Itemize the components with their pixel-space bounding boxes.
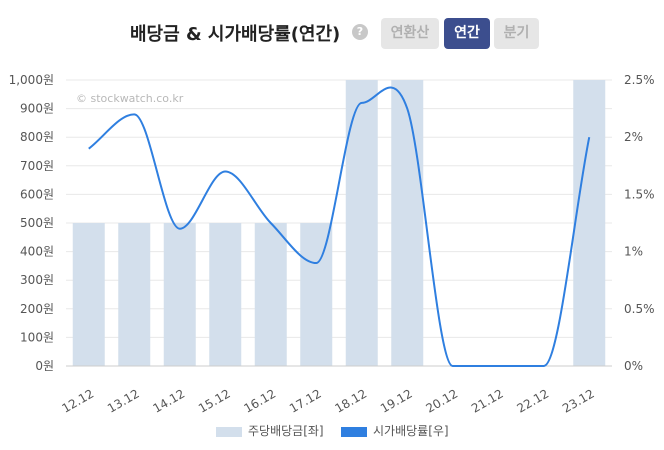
legend-label-yield: 시가배당률[우]	[373, 424, 449, 438]
bar	[118, 223, 151, 366]
help-icon[interactable]: ?	[352, 24, 368, 40]
x-tick-label: 18.12	[332, 386, 369, 415]
x-tick-label: 23.12	[560, 386, 597, 415]
tab-quarterly[interactable]: 분기	[494, 18, 539, 49]
y-left-tick-label: 400원	[20, 245, 54, 259]
y-left-tick-label: 1,000원	[9, 73, 54, 87]
bar	[300, 223, 333, 366]
y-left-tick-label: 0원	[35, 359, 54, 373]
x-tick-label: 20.12	[423, 386, 460, 415]
y-left-tick-label: 700원	[20, 159, 54, 173]
legend-swatch-line	[341, 426, 367, 437]
legend-item-dividend[interactable]: 주당배당금[좌]	[216, 422, 324, 440]
x-tick-label: 13.12	[105, 386, 142, 415]
bar	[72, 223, 105, 366]
tab-annualized[interactable]: 연환산	[381, 18, 439, 49]
bar	[254, 223, 287, 366]
y-left-tick-label: 800원	[20, 130, 54, 144]
x-tick-label: 15.12	[196, 386, 233, 415]
y-right-tick-label: 0.5%	[624, 302, 655, 316]
chart-title: 배당금 & 시가배당률(연간)	[130, 24, 341, 45]
y-left-tick-label: 100원	[20, 330, 54, 344]
y-left-tick-label: 200원	[20, 302, 54, 316]
bar	[345, 80, 378, 366]
y-left-tick-label: 900원	[20, 102, 54, 116]
y-right-tick-label: 2%	[624, 130, 643, 144]
y-left-tick-label: 500원	[20, 216, 54, 230]
watermark: © stockwatch.co.kr	[76, 92, 184, 105]
y-right-tick-label: 1%	[624, 245, 643, 259]
x-tick-label: 14.12	[150, 386, 187, 415]
bar	[573, 80, 606, 366]
legend-item-yield[interactable]: 시가배당률[우]	[341, 422, 449, 440]
x-tick-label: 21.12	[469, 386, 506, 415]
x-tick-label: 12.12	[59, 386, 96, 415]
y-right-tick-label: 2.5%	[624, 73, 655, 87]
y-left-tick-label: 600원	[20, 187, 54, 201]
chart-header: 배당금 & 시가배당률(연간) ? 연환산 연간 분기	[0, 14, 664, 50]
tab-annual[interactable]: 연간	[444, 18, 490, 49]
y-left-tick-label: 300원	[20, 273, 54, 287]
x-tick-label: 22.12	[514, 386, 551, 415]
legend-swatch-bar	[216, 426, 242, 437]
bar	[391, 80, 424, 366]
yield-line	[88, 86, 591, 367]
y-right-tick-label: 1.5%	[624, 187, 655, 201]
x-tick-label: 16.12	[241, 386, 278, 415]
x-tick-label: 19.12	[378, 386, 415, 415]
legend-label-dividend: 주당배당금[좌]	[248, 424, 324, 438]
x-tick-label: 17.12	[287, 386, 324, 415]
bar	[163, 223, 196, 366]
y-right-tick-label: 0%	[624, 359, 643, 373]
bar	[209, 223, 242, 366]
